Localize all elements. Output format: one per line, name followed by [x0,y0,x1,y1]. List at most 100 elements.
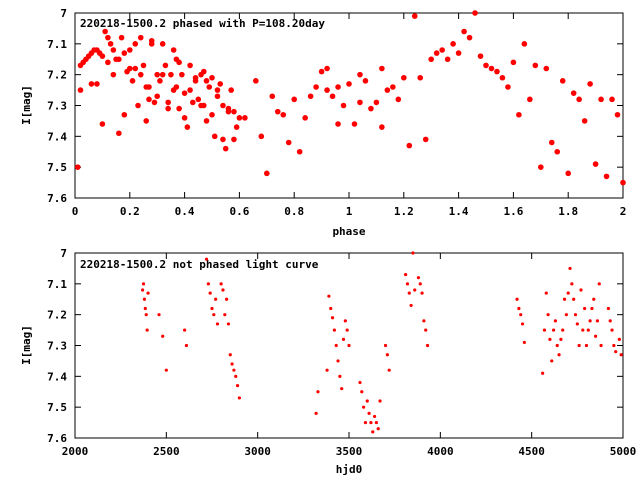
data-point [407,291,411,295]
data-point [168,71,174,78]
data-point [157,313,161,317]
data-point [561,328,565,332]
data-point [121,111,128,118]
data-point [345,328,349,332]
data-point [291,96,298,103]
data-point [200,68,207,75]
data-point [420,291,424,295]
data-point [184,124,191,130]
data-point [594,334,598,338]
data-point [597,282,601,286]
data-point [212,313,216,317]
data-point [466,34,473,41]
data-point [274,108,281,115]
data-point [411,13,418,19]
data-point [570,90,577,96]
data-point [620,179,626,186]
data-point [406,142,413,149]
x-tick-label: 0 [72,205,79,218]
phased-plot-frame [74,12,624,199]
data-point [215,322,220,326]
data-point [608,319,612,323]
data-point [362,405,366,409]
y-tick-label: 7 [60,7,67,20]
data-point [327,294,331,298]
data-point [302,115,308,121]
unphased-x-axis-title: hjd0 [336,463,363,476]
data-point [316,390,320,394]
data-point [425,343,430,348]
data-point [146,96,152,103]
data-point [105,59,111,66]
data-point [519,313,523,317]
data-point [548,139,555,146]
data-point [157,78,163,84]
data-point [145,328,149,332]
data-point [127,65,133,72]
data-point [192,74,199,81]
data-point [132,41,139,47]
data-point [538,164,544,170]
data-point [159,71,166,78]
data-point [510,59,517,66]
data-point [264,170,270,177]
x-tick-label: 0.6 [229,205,249,218]
data-point [208,291,212,295]
data-point [527,96,533,103]
y-tick-label: 7.2 [47,69,67,82]
data-point [183,328,187,332]
x-tick-label: 3500 [336,445,363,458]
x-tick-label: 1.2 [394,205,414,218]
data-point [358,380,362,385]
data-point [332,328,336,332]
data-point [77,87,84,93]
data-point [559,78,566,84]
data-point [520,322,525,326]
data-point [515,297,519,301]
data-point [378,399,382,403]
data-point [609,96,615,103]
data-point [225,297,229,301]
data-point [433,50,440,56]
data-point [203,78,210,84]
data-point [204,257,209,261]
data-point [401,74,407,81]
data-point [209,111,215,118]
data-point [140,62,147,69]
data-point [373,99,380,106]
phased-y-ticks: 7 7.1 7.2 7.3 7.4 7.5 7.6 [47,7,623,205]
y-tick-label: 7.6 [47,192,67,205]
data-point [357,71,363,78]
data-point [581,328,585,332]
data-point [198,102,204,109]
data-point [579,288,583,292]
data-point [371,430,375,434]
data-point [314,411,318,415]
data-point [428,56,435,63]
data-point [214,297,218,301]
data-point [233,124,240,130]
data-point [575,322,579,326]
y-tick-label: 7.1 [47,38,67,51]
data-point [566,291,570,295]
y-tick-label: 7.6 [47,432,67,445]
data-point [142,297,147,301]
data-point [521,41,528,47]
data-point [94,81,100,87]
data-point [572,297,576,301]
data-point [583,306,587,311]
x-tick-label: 1.6 [503,205,523,218]
y-tick-label: 7.5 [47,401,67,414]
data-point [581,118,588,124]
data-point [324,87,330,93]
data-point [362,78,369,84]
data-point [592,297,596,301]
phased-points [74,10,626,186]
data-point [341,337,346,341]
data-point [325,368,329,372]
data-point [228,87,234,93]
data-point [606,306,610,311]
data-point [505,84,511,90]
data-point [121,50,128,56]
data-point [334,343,338,348]
